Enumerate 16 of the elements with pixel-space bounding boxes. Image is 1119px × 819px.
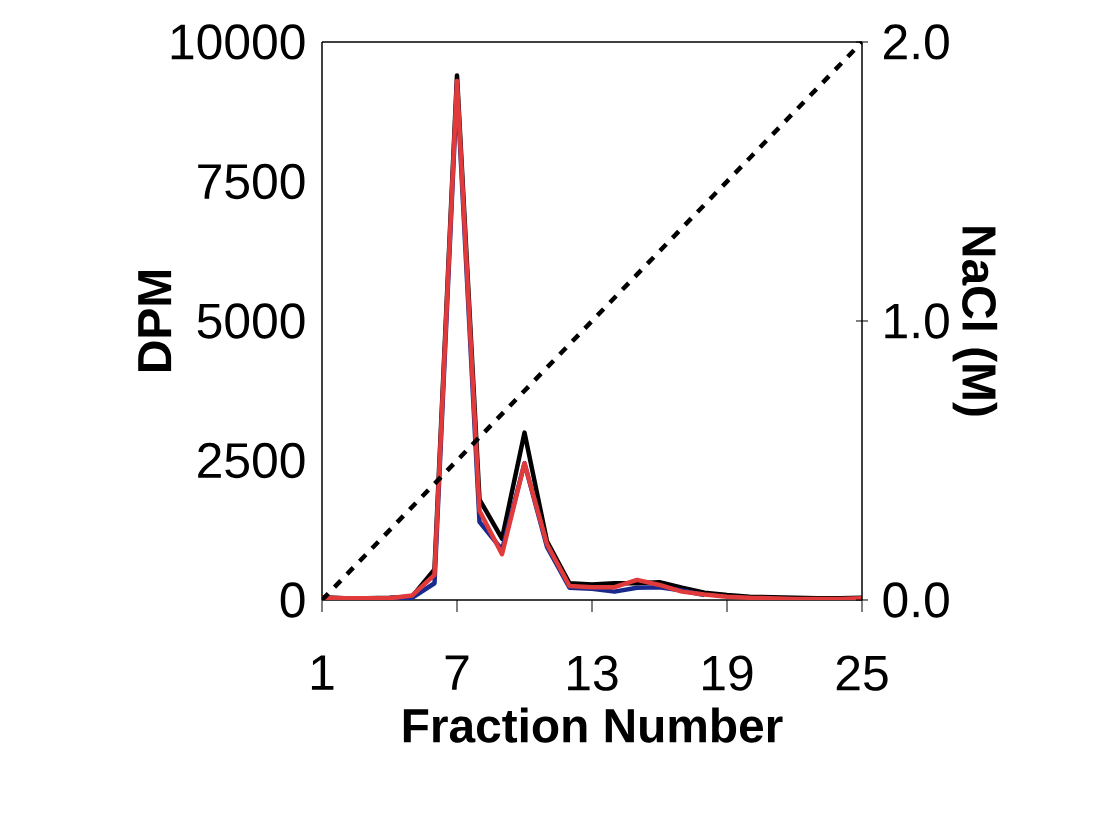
y2-tick-label: 0.0 [883, 582, 949, 618]
x-tick-label: 1 [311, 655, 334, 690]
x-tick-label: 25 [836, 655, 888, 691]
y2-tick-label: 2.0 [884, 24, 949, 60]
x-tick-label: 19 [703, 655, 753, 691]
y-tick-label: 7500 [198, 163, 305, 200]
y-tick-label: 5000 [197, 303, 305, 339]
y-tick-label: 0 [280, 582, 305, 618]
x-tick-label: 13 [568, 655, 618, 691]
y2-tick-label: 1.0 [885, 303, 949, 339]
y2-axis-title: NaCl (M) [952, 227, 998, 416]
x-tick-label: 7 [445, 655, 469, 690]
y-tick-label: 2500 [198, 442, 305, 479]
x-axis-title: Fraction Number [403, 707, 783, 743]
y-axis-title: DPM [138, 271, 172, 371]
y-tick-label: 10000 [171, 24, 305, 60]
